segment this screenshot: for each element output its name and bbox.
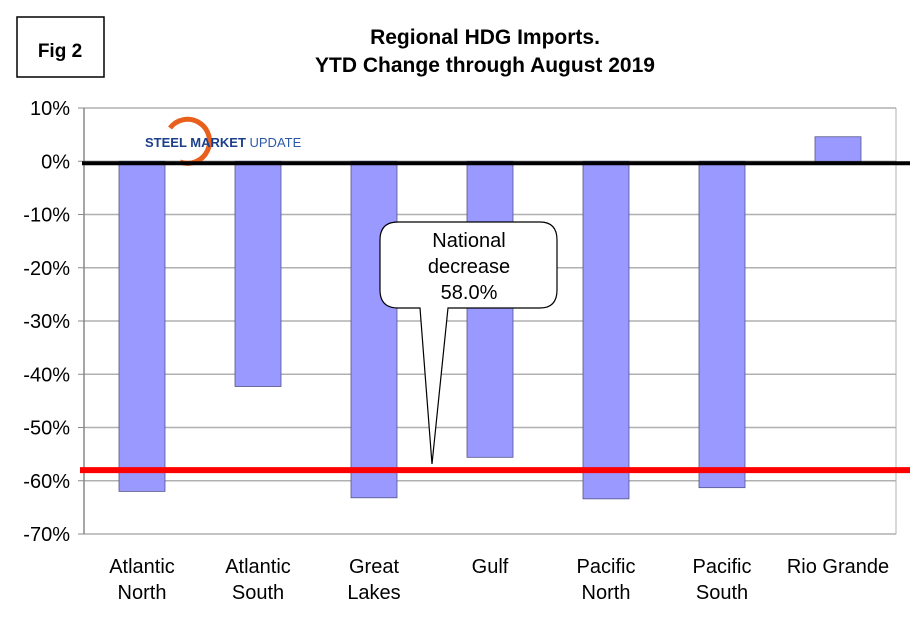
x-tick-label: Atlantic — [225, 556, 291, 578]
x-tick-label: Pacific — [577, 556, 636, 578]
chart-title-line: YTD Change through August 2019 — [315, 54, 655, 77]
chart-title-line: Regional HDG Imports. — [370, 26, 600, 49]
bar-2 — [350, 160, 398, 499]
x-tick-label: South — [232, 582, 284, 604]
x-tick-label: South — [696, 582, 748, 604]
x-tick-label: North — [582, 582, 631, 604]
x-tick-label: Gulf — [472, 556, 509, 578]
steel-market-update-logo: STEEL MARKET UPDATE — [145, 116, 302, 166]
bar-3 — [466, 160, 514, 458]
y-tick-label: -50% — [23, 418, 70, 440]
callout-bubble — [379, 221, 558, 465]
y-tick-label: -40% — [23, 364, 70, 386]
x-tick-label: Lakes — [347, 582, 400, 604]
figure-label: Fig 2 — [38, 41, 82, 62]
bar-4 — [582, 160, 630, 500]
bar-5 — [698, 160, 746, 489]
x-tick-label: Pacific — [693, 556, 752, 578]
y-tick-label: -10% — [23, 205, 70, 227]
y-tick-label: 10% — [30, 98, 70, 120]
x-tick-label: North — [118, 582, 167, 604]
callout-text: decrease — [428, 256, 510, 278]
y-tick-label: -30% — [23, 311, 70, 333]
x-tick-label: Rio Grande — [787, 556, 889, 578]
logo-text: STEEL MARKET UPDATE — [145, 135, 302, 150]
y-tick-label: -60% — [23, 471, 70, 493]
x-tick-label: Great — [349, 556, 399, 578]
bar-1 — [234, 160, 282, 387]
callout-text: 58.0% — [441, 282, 498, 304]
y-tick-label: 0% — [41, 151, 70, 173]
y-tick-label: -70% — [23, 524, 70, 546]
figure-label-box — [16, 16, 105, 78]
x-tick-label: Atlantic — [109, 556, 175, 578]
callout-text: National — [432, 230, 505, 252]
bar-6 — [814, 136, 862, 162]
bar-0 — [118, 160, 166, 492]
y-tick-label: -20% — [23, 258, 70, 280]
